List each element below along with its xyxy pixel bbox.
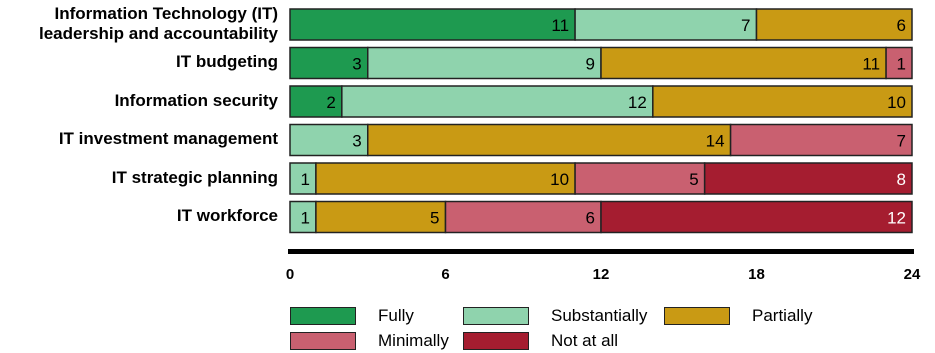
- bar-value-label: 9: [586, 55, 595, 74]
- bar-segment: [289, 162, 317, 195]
- bar-value-label: 11: [862, 55, 880, 74]
- bar-value-label: 10: [550, 170, 569, 189]
- chart-plot-area: 11 7 63 9 11 12 12 103 14 71 10 5 81 5 6 120 6 12 18 24: [286, 8, 921, 283]
- category-label: IT strategic planning: [111, 167, 278, 187]
- bar-value-label: 12: [628, 93, 647, 112]
- category-label: Information Technology (IT) leadership a…: [38, 3, 278, 43]
- bar-value-label: 3: [352, 132, 361, 151]
- bar-value-label: 12: [887, 209, 906, 228]
- bar-segment: [574, 8, 758, 41]
- bar-segment: [652, 85, 913, 118]
- category-label: IT workforce: [176, 206, 278, 225]
- legend-swatch: [463, 332, 529, 350]
- bar-value-label: 6: [897, 16, 906, 35]
- bar-segment: [367, 46, 602, 80]
- bar-segment: [289, 123, 369, 157]
- bar-segment: [574, 162, 706, 195]
- bar-segment: [444, 200, 602, 234]
- x-tick-label: 24: [904, 266, 921, 283]
- bar-segment: [703, 162, 913, 195]
- legend-item: Substantially: [463, 306, 647, 326]
- bar-value-label: 7: [897, 132, 906, 151]
- bar-value-label: 11: [551, 16, 569, 35]
- category-label: IT budgeting: [176, 52, 278, 71]
- x-tick-label: 6: [441, 266, 449, 283]
- bar-value-label: 1: [300, 170, 309, 189]
- legend-item: Minimally: [290, 331, 449, 351]
- bar-segment: [341, 85, 654, 118]
- bar-segment: [289, 8, 576, 41]
- bar-segment: [600, 46, 887, 80]
- bar-value-label: 10: [887, 93, 906, 112]
- legend-swatch: [290, 332, 356, 350]
- legend-label: Fully: [378, 306, 414, 325]
- bar-value-label: 5: [430, 209, 439, 228]
- legend-swatch: [664, 307, 730, 325]
- legend-item: Fully: [290, 306, 414, 326]
- x-axis-line: [288, 249, 914, 254]
- legend-label: Partially: [752, 306, 813, 325]
- legend-item: Partially: [664, 306, 812, 326]
- bar-segment: [315, 200, 447, 234]
- bar-segment: [315, 162, 576, 195]
- legend-label: Minimally: [378, 331, 449, 350]
- bar-value-label: 1: [300, 209, 309, 228]
- bar-segment: [600, 200, 913, 234]
- x-tick-label: 0: [286, 266, 294, 283]
- bar-value-label: 1: [897, 55, 906, 74]
- legend-label: Not at all: [551, 331, 619, 350]
- bar-value-label: 6: [586, 209, 595, 228]
- legend-item: Not at all: [463, 331, 618, 351]
- bar-value-label: 7: [741, 16, 750, 35]
- bar-value-label: 2: [326, 93, 335, 112]
- bar-value-label: 5: [689, 170, 698, 189]
- bar-value-label: 14: [706, 132, 725, 151]
- x-tick-label: 18: [748, 266, 765, 283]
- bar-value-label: 8: [897, 170, 906, 189]
- bar-segment: [367, 123, 732, 157]
- bar-segment: [289, 46, 369, 80]
- category-label: Information security: [114, 90, 278, 110]
- legend-label: Substantially: [551, 306, 648, 325]
- legend-swatch: [463, 307, 529, 325]
- bar-segment: [755, 8, 913, 41]
- category-label: IT investment management: [58, 129, 278, 148]
- x-tick-label: 12: [593, 266, 610, 283]
- bar-segment: [885, 46, 913, 80]
- bar-segment: [729, 123, 913, 157]
- bar-value-label: 3: [352, 55, 361, 74]
- legend-swatch: [290, 307, 356, 325]
